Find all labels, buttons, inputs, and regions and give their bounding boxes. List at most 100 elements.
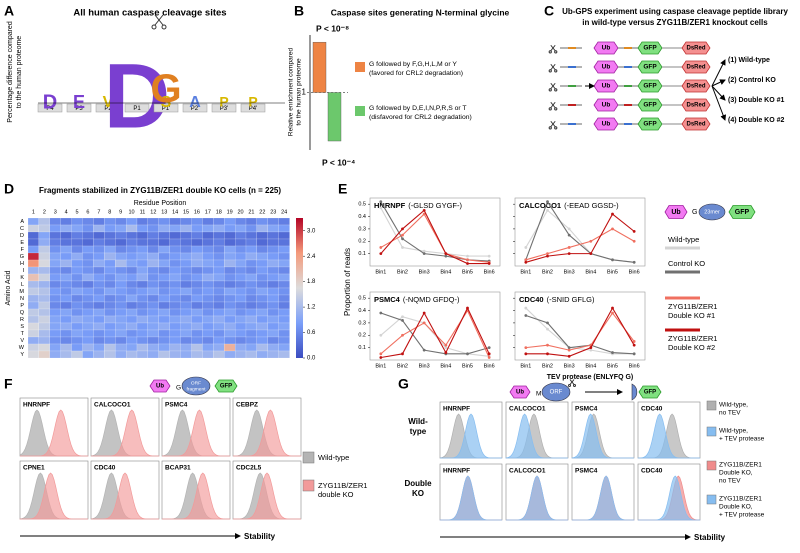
heatmap-cell [115, 224, 127, 233]
heatmap-cell [38, 350, 50, 359]
column-label: 18 [216, 209, 222, 215]
legend-text: Wild-type [668, 235, 699, 244]
heatmap-cell [245, 238, 257, 247]
heatmap-cell [224, 294, 236, 303]
row-label: Y [20, 352, 24, 358]
gene-name: CDC40 [519, 295, 544, 304]
heatmap-cell [104, 308, 116, 317]
heatmap-cell [180, 322, 192, 331]
heatmap-cell [38, 224, 50, 233]
heatmap-cell [224, 308, 236, 317]
heatmap-cell [27, 350, 39, 359]
position-box [240, 103, 266, 113]
heatmap-cell [213, 350, 225, 359]
heatmap-cell [71, 315, 83, 324]
position-box [182, 103, 208, 113]
heatmap-cell [158, 280, 170, 289]
heatmap-cell [82, 266, 94, 275]
column-label: 5 [76, 209, 79, 215]
point [422, 321, 426, 325]
heatmap-cell [267, 294, 279, 303]
heatmap-cell [49, 287, 61, 296]
heatmap-cell [191, 231, 203, 240]
column-label: 13 [161, 209, 167, 215]
point [632, 239, 636, 243]
column-label: 24 [281, 209, 287, 215]
heatmap-cell [49, 350, 61, 359]
heatmap-cell [267, 329, 279, 338]
heatmap-cell [256, 217, 268, 226]
row-label: F [21, 247, 25, 253]
orf-label: ORF [191, 380, 201, 386]
column-label: 4 [65, 209, 68, 215]
gfp-box [214, 379, 238, 393]
heatmap-cell [245, 336, 257, 345]
panel-title: All human caspase cleavage sites [73, 8, 226, 19]
heatmap-cell [71, 238, 83, 247]
column-label: 2 [43, 209, 46, 215]
heatmap-cell [267, 245, 279, 254]
heatmap-cell [256, 224, 268, 233]
heatmap-cell [104, 329, 116, 338]
position-label: P4' [249, 106, 257, 112]
scissors [554, 126, 558, 130]
bar [312, 41, 327, 93]
heatmap-cell [93, 224, 105, 233]
scissors [550, 63, 556, 71]
point [524, 346, 528, 350]
y-tick-label: 0.3 [358, 226, 366, 232]
heatmap-cell [147, 308, 159, 317]
heatmap-cell [169, 287, 181, 296]
heatmap-cell [71, 245, 83, 254]
heatmap-cell [93, 266, 105, 275]
heatmap-cell [213, 308, 225, 317]
heatmap-cell [93, 350, 105, 359]
heatmap-cell [27, 308, 39, 317]
heatmap-cell [202, 294, 214, 303]
legend-text: Wild-type, [719, 428, 748, 435]
heatmap-cell [147, 259, 159, 268]
heatmap-cell [278, 280, 290, 289]
gene-label: CDC2L5 [236, 465, 262, 472]
point [401, 237, 404, 241]
plot-title: PSMC4 (-NQMD GFDQ-) [374, 295, 460, 304]
gfp-label: GFP [643, 102, 657, 109]
heatmap-cell [115, 308, 127, 317]
heatmap-cell [202, 238, 214, 247]
legend-swatch [355, 62, 365, 72]
heatmap-cell [60, 231, 72, 240]
heatmap-cell [147, 315, 159, 324]
heatmap-cell [202, 259, 214, 268]
column-label: 1 [32, 209, 35, 215]
heatmap-cell [136, 231, 148, 240]
heatmap-cell [224, 322, 236, 331]
heatmap-cell [267, 224, 279, 233]
heatmap-cell [158, 252, 170, 261]
heatmap-cell [180, 259, 192, 268]
heatmap-cell [256, 252, 268, 261]
m-label: M [536, 391, 541, 398]
axis-label: Percentage difference compared [7, 21, 14, 123]
heatmap-cell [49, 336, 61, 345]
gene-label: CALCOCO1 [509, 468, 546, 475]
heatmap-cell [224, 238, 236, 247]
panel-title: Ub-GPS experiment using caspase cleavage… [562, 7, 788, 16]
heatmap-cell [256, 273, 268, 282]
heatmap-cell [126, 224, 138, 233]
heatmap-cell [82, 287, 94, 296]
heatmap-cell [256, 287, 268, 296]
heatmap-cell [213, 280, 225, 289]
point [567, 346, 571, 350]
heatmap-cell [202, 217, 214, 226]
heatmap-cell [245, 308, 257, 317]
heatmap-cell [126, 350, 138, 359]
heatmap-cell [278, 343, 290, 352]
heatmap-cell [104, 231, 116, 240]
gfp-label: GFP [220, 384, 232, 390]
point [444, 254, 448, 258]
scissors [554, 88, 558, 92]
heatmap-cell [245, 287, 257, 296]
heatmap-cell [126, 322, 138, 331]
ub-box [664, 205, 688, 219]
x-tick-label: Bin3 [419, 269, 430, 275]
